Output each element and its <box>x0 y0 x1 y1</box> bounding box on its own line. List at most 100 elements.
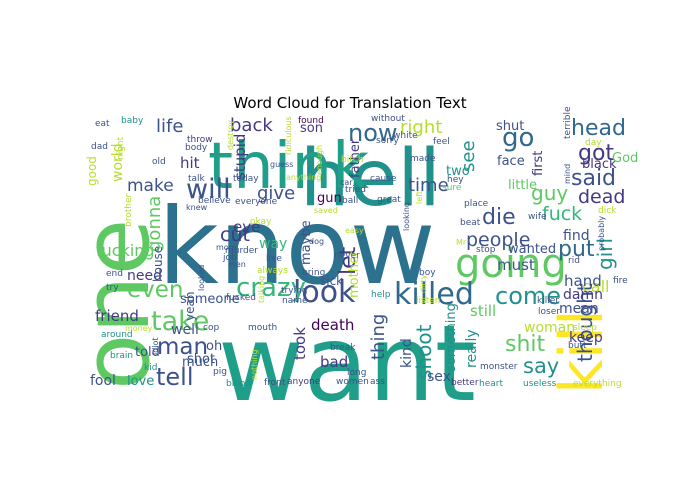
word-believe: believe <box>198 196 231 206</box>
word-enough: enough <box>315 145 324 175</box>
word-go: go <box>502 123 534 153</box>
word-night: night <box>116 136 126 160</box>
word-left: left <box>415 191 424 204</box>
word-much: much <box>182 355 218 370</box>
word-name: name <box>282 296 308 306</box>
word-cause: cause <box>370 174 397 184</box>
word-girl: girl <box>593 238 617 270</box>
word-long: long <box>347 368 366 378</box>
word-money: money <box>125 324 153 333</box>
word-knew: knew <box>186 203 208 212</box>
word-around: around <box>101 330 133 340</box>
word-give: give <box>257 183 295 204</box>
word-terrible: terrible <box>563 106 573 139</box>
word-made: made <box>410 154 436 164</box>
word-world: world <box>110 143 126 182</box>
word-tried: tried <box>345 185 366 195</box>
word-face: face <box>497 154 525 169</box>
word-gun: gun <box>317 191 342 206</box>
word-now: now <box>348 119 398 147</box>
word-front: front <box>264 378 286 388</box>
word-take: take <box>151 306 209 337</box>
word-trying: trying <box>281 286 307 296</box>
word-gonna: gonna <box>144 196 165 252</box>
cloud-background <box>88 115 631 387</box>
word-boy: boy <box>419 268 436 278</box>
word-body: body <box>185 143 208 153</box>
word-live: live <box>266 254 282 264</box>
word-throw: throw <box>187 135 213 145</box>
word-bring: bring <box>302 268 325 278</box>
word-cop: cop <box>203 323 219 333</box>
word-old: old <box>152 157 166 167</box>
word-first: first <box>531 151 546 176</box>
word-dick: dick <box>598 206 617 216</box>
word-fucked: fucked <box>226 293 256 303</box>
word-fool: fool <box>90 373 116 389</box>
word-place: place <box>464 199 489 209</box>
word-butt: butt <box>568 341 587 351</box>
word-mother: mother <box>347 250 362 298</box>
word-looked: looked <box>197 265 206 291</box>
word-look: look <box>293 275 356 310</box>
word-rid: rid <box>568 256 580 266</box>
word-will: will <box>186 174 231 205</box>
word-idiot: idiot <box>151 337 160 355</box>
word-call: call <box>582 277 610 296</box>
word-going: going <box>455 241 567 287</box>
word-fuck: fuck <box>542 203 582 225</box>
word-got: got <box>578 141 614 166</box>
word-sure: sure <box>442 183 462 193</box>
word-black: black <box>582 157 617 172</box>
word-see: see <box>458 140 479 172</box>
word-put: put <box>558 237 595 262</box>
word-stupid: stupid <box>231 134 249 180</box>
word-easy: easy <box>345 226 364 235</box>
word-women: women <box>336 377 369 387</box>
word-come: come <box>495 282 561 310</box>
word-right: right <box>400 117 442 138</box>
word-ass: ass <box>370 377 385 387</box>
word-guy: guy <box>531 181 568 205</box>
word-wanted: wanted <box>508 242 556 257</box>
word-woman: woman <box>524 320 575 336</box>
word-dog: dog <box>309 237 324 246</box>
word-need: need <box>127 268 162 284</box>
word-death: death <box>311 316 354 334</box>
word-everyone: everyone <box>235 197 278 207</box>
word-sorry: sorry <box>376 136 399 146</box>
word-thing: thing <box>368 314 389 360</box>
word-talk: talk <box>188 174 206 184</box>
word-brain: brain <box>110 351 133 361</box>
word-house: house <box>151 246 165 282</box>
word-kid: kid <box>144 363 157 373</box>
word-talking: talking <box>257 276 266 303</box>
word-man: man <box>157 334 208 360</box>
word-one: one <box>63 219 170 390</box>
word-eat: eat <box>95 119 110 129</box>
word-shoot: shoot <box>412 324 436 380</box>
word-damn: damn <box>563 287 603 303</box>
word-bad: bad <box>320 353 348 371</box>
word-monster: monster <box>480 362 518 372</box>
chart-title: Word Cloud for Translation Text <box>233 94 467 112</box>
word-shot: shot <box>187 352 215 367</box>
word-father: father <box>348 138 363 178</box>
word-found: found <box>298 116 324 126</box>
word-back: back <box>230 115 273 136</box>
word-nothing: nothing <box>250 349 259 380</box>
word-shit: shit <box>505 332 546 357</box>
word-mom: mom <box>216 243 237 252</box>
word-good: good <box>85 156 99 186</box>
word-killer: killer <box>537 296 559 306</box>
word-job: job <box>222 253 237 263</box>
word-crazy: crazy <box>236 273 306 303</box>
word-guess: guess <box>270 160 293 169</box>
word-pig: pig <box>213 367 227 377</box>
word-make: make <box>127 176 174 196</box>
word-way: way <box>259 236 287 252</box>
word-life: life <box>156 116 183 137</box>
word-sleep: sleep <box>573 323 597 333</box>
word-anyone: anyone <box>287 377 321 387</box>
